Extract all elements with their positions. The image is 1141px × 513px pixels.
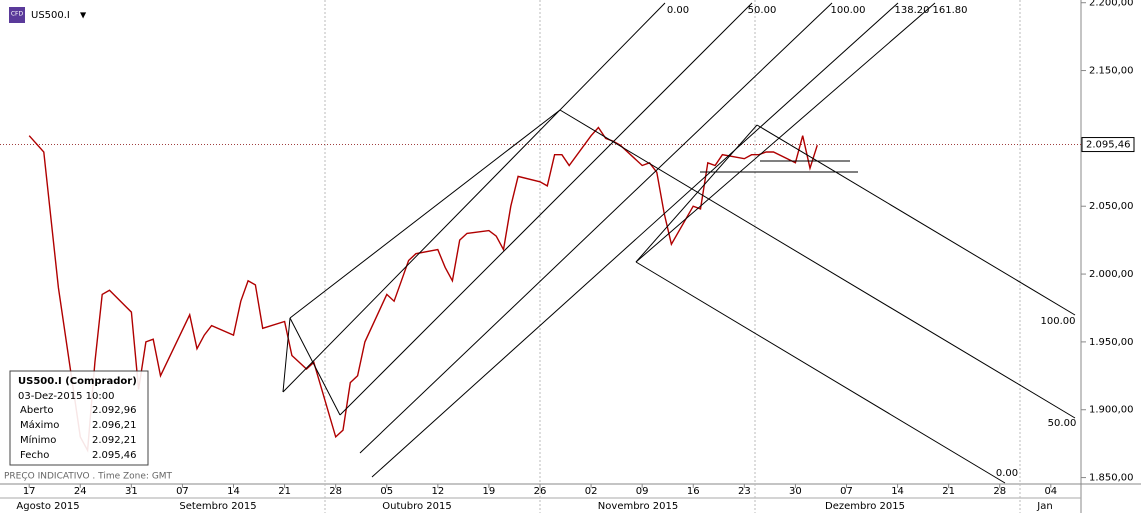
y-tick-label: 1.950,00	[1089, 337, 1134, 348]
info-title: US500.I (Comprador)	[18, 376, 137, 387]
info-value: 2.096,21	[92, 420, 137, 431]
x-tick-label: 09	[636, 486, 649, 497]
x-tick-label: 07	[840, 486, 853, 497]
x-tick-label: 16	[687, 486, 700, 497]
fibonacci-drawing	[282, 2, 1076, 484]
info-value: 2.092,96	[92, 405, 137, 416]
footer-note: PREÇO INDICATIVO . Time Zone: GMT	[4, 472, 173, 482]
fib-label: 50.00	[748, 5, 777, 16]
month-label: Setembro 2015	[179, 501, 256, 512]
last-price-label: 2.095,46	[1086, 140, 1131, 151]
x-tick-label: 05	[380, 486, 393, 497]
fib-label: 100.00	[831, 5, 866, 16]
info-label: Mínimo	[20, 434, 56, 446]
symbol-dropdown[interactable]: ▼	[80, 11, 87, 20]
x-tick-label: 12	[431, 486, 444, 497]
y-tick-label: 2.200,00	[1089, 0, 1134, 9]
info-value: 2.092,21	[92, 435, 137, 446]
x-tick-label: 19	[483, 486, 496, 497]
x-tick-label: 28	[329, 486, 342, 497]
info-value: 2.095,46	[92, 450, 137, 461]
x-tick-label: 02	[585, 486, 598, 497]
x-tick-label: 17	[23, 486, 36, 497]
info-label: Máximo	[20, 419, 59, 431]
x-tick-label: 26	[534, 486, 547, 497]
x-tick-label: 14	[227, 486, 240, 497]
fib-label: 0.00	[996, 468, 1018, 479]
y-tick-label: 1.850,00	[1089, 473, 1134, 484]
x-tick-label: 21	[278, 486, 291, 497]
month-label: Jan	[1036, 501, 1052, 512]
fib-label: 138.20	[895, 5, 930, 16]
y-tick-label: 2.000,00	[1089, 269, 1134, 280]
x-tick-label: 28	[993, 486, 1006, 497]
last-price-box	[1081, 137, 1135, 153]
x-tick-label: 21	[942, 486, 955, 497]
y-tick-label: 1.900,00	[1089, 405, 1134, 416]
y-tick-label: 2.050,00	[1089, 201, 1134, 212]
x-tick-label: 14	[891, 486, 904, 497]
info-label: Fecho	[20, 450, 49, 461]
x-tick-label: 04	[1044, 486, 1057, 497]
x-tick-label: 23	[738, 486, 751, 497]
symbol-header[interactable]: CFD US500.I ▼	[9, 7, 87, 23]
info-box: US500.I (Comprador) 03-Dez-2015 10:00 Ab…	[9, 370, 149, 466]
fib-label: 0.00	[667, 5, 689, 16]
x-tick-label: 24	[74, 486, 87, 497]
x-tick-label: 30	[789, 486, 802, 497]
y-tick-label: 2.150,00	[1089, 66, 1134, 77]
month-label: Agosto 2015	[16, 501, 79, 512]
month-label: Outubro 2015	[382, 501, 451, 512]
x-tick-label: 31	[125, 486, 138, 497]
fib-label: 50.00	[1048, 418, 1077, 429]
x-tick-label: 07	[176, 486, 189, 497]
month-label: Dezembro 2015	[825, 501, 905, 512]
price-line	[28, 126, 818, 453]
symbol-name: US500.I	[31, 10, 70, 21]
fib-label: 161.80	[933, 5, 968, 16]
symbol-icon	[9, 7, 25, 23]
symbol-icon-text: CFD	[11, 11, 24, 18]
fib-label: 100.00	[1041, 316, 1076, 327]
info-label: Aberto	[20, 405, 54, 416]
info-box-frame	[9, 370, 149, 466]
month-label: Novembro 2015	[598, 501, 678, 512]
info-datetime: 03-Dez-2015 10:00	[18, 391, 115, 402]
